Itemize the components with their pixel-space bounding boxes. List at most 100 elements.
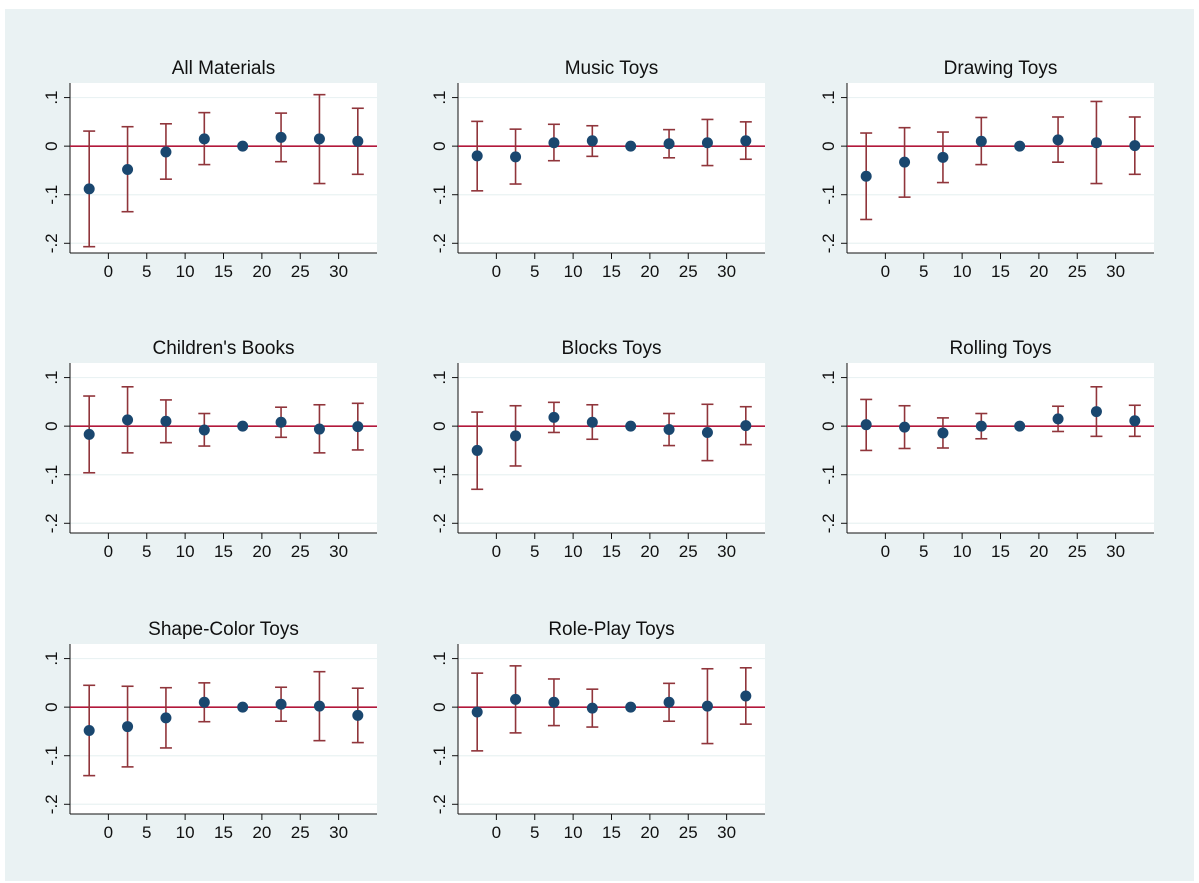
plot-area (458, 644, 765, 814)
panel-title: Role-Play Toys (548, 619, 674, 640)
y-tick-label: -.2 (42, 794, 61, 814)
data-point (122, 163, 134, 175)
y-tick-label: -.1 (430, 185, 449, 205)
data-point (1014, 420, 1026, 432)
x-tick-label: 20 (252, 542, 271, 561)
panel-title: Children's Books (153, 338, 295, 359)
x-tick-label: 0 (104, 542, 113, 561)
data-point (860, 170, 872, 182)
x-tick-label: 15 (602, 262, 621, 281)
data-point (471, 150, 483, 162)
x-tick-label: 30 (717, 823, 736, 842)
data-point (625, 420, 637, 432)
data-point (625, 701, 637, 713)
data-point (937, 427, 949, 439)
y-tick-label: .1 (430, 370, 449, 384)
x-tick-label: 0 (492, 823, 501, 842)
x-tick-label: 10 (564, 262, 583, 281)
panel-3: -.2 -.1 0 .1 0 5 10 15 20 25 30 Children's Books (42, 338, 377, 561)
data-point (237, 420, 249, 432)
y-tick-label: .1 (819, 370, 838, 384)
x-tick-label: 5 (142, 823, 151, 842)
x-tick-label: 5 (142, 542, 151, 561)
y-tick-label: -.1 (42, 465, 61, 485)
x-tick-label: 5 (142, 262, 151, 281)
x-tick-label: 10 (176, 262, 195, 281)
x-tick-label: 15 (991, 262, 1010, 281)
x-tick-label: 25 (679, 262, 698, 281)
x-tick-label: 30 (329, 823, 348, 842)
x-tick-label: 25 (1068, 542, 1087, 561)
x-tick-label: 30 (329, 262, 348, 281)
x-tick-label: 20 (640, 823, 659, 842)
x-tick-label: 25 (679, 542, 698, 561)
x-tick-label: 10 (953, 542, 972, 561)
data-point (663, 424, 675, 436)
panel-title: Music Toys (565, 58, 659, 79)
y-tick-label: -.2 (430, 513, 449, 533)
data-point (510, 693, 522, 705)
data-point (740, 135, 752, 147)
y-tick-label: .1 (819, 90, 838, 104)
y-tick-label: -.2 (819, 233, 838, 253)
x-tick-label: 0 (881, 262, 890, 281)
data-point (548, 411, 560, 423)
panel-0: -.2 -.1 0 .1 0 5 10 15 20 25 30 All Materials (42, 58, 377, 281)
data-point (1129, 140, 1141, 152)
data-point (510, 430, 522, 442)
x-tick-label: 5 (530, 823, 539, 842)
x-tick-label: 30 (329, 542, 348, 561)
y-tick-label: 0 (42, 421, 61, 430)
y-tick-label: -.1 (430, 746, 449, 766)
data-point (352, 421, 364, 433)
data-point (701, 426, 713, 438)
plot-area (847, 363, 1154, 533)
data-point (975, 135, 987, 147)
data-point (586, 416, 598, 428)
x-tick-label: 10 (176, 823, 195, 842)
x-tick-label: 20 (640, 262, 659, 281)
plot-area (70, 83, 377, 253)
y-tick-label: 0 (430, 421, 449, 430)
data-point (198, 424, 210, 436)
data-point (471, 444, 483, 456)
x-tick-label: 10 (176, 542, 195, 561)
data-point (548, 137, 560, 149)
y-tick-label: -.1 (42, 746, 61, 766)
x-tick-label: 20 (252, 823, 271, 842)
data-point (1129, 415, 1141, 427)
data-point (701, 700, 713, 712)
data-point (663, 696, 675, 708)
data-point (160, 712, 172, 724)
x-tick-label: 20 (252, 262, 271, 281)
y-tick-label: -.2 (42, 513, 61, 533)
data-point (122, 721, 134, 733)
plot-area (70, 363, 377, 533)
panel-1: -.2 -.1 0 .1 0 5 10 15 20 25 30 Music Toys (430, 58, 765, 281)
x-tick-label: 30 (1106, 542, 1125, 561)
y-tick-label: -.2 (430, 233, 449, 253)
data-point (860, 419, 872, 431)
panel-5: -.2 -.1 0 .1 0 5 10 15 20 25 30 Rolling Toys (819, 338, 1154, 561)
x-tick-label: 20 (640, 542, 659, 561)
y-tick-label: -.1 (430, 465, 449, 485)
data-point (740, 690, 752, 702)
y-tick-label: 0 (819, 421, 838, 430)
data-point (625, 140, 637, 152)
x-tick-label: 0 (492, 542, 501, 561)
x-tick-label: 30 (717, 262, 736, 281)
data-point (740, 420, 752, 432)
data-point (198, 133, 210, 145)
y-tick-label: .1 (42, 90, 61, 104)
x-tick-label: 15 (602, 823, 621, 842)
panel-title: Shape-Color Toys (148, 619, 299, 640)
x-tick-label: 5 (530, 262, 539, 281)
data-point (313, 423, 325, 435)
x-tick-label: 5 (919, 542, 928, 561)
y-tick-label: -.2 (819, 513, 838, 533)
x-tick-label: 20 (1029, 542, 1048, 561)
data-point (937, 151, 949, 163)
chart-grid: -.2 -.1 0 .1 0 5 10 15 20 25 30 All Materials -.2 -.1… (42, 58, 1154, 842)
data-point (899, 156, 911, 168)
data-point (1052, 134, 1064, 146)
